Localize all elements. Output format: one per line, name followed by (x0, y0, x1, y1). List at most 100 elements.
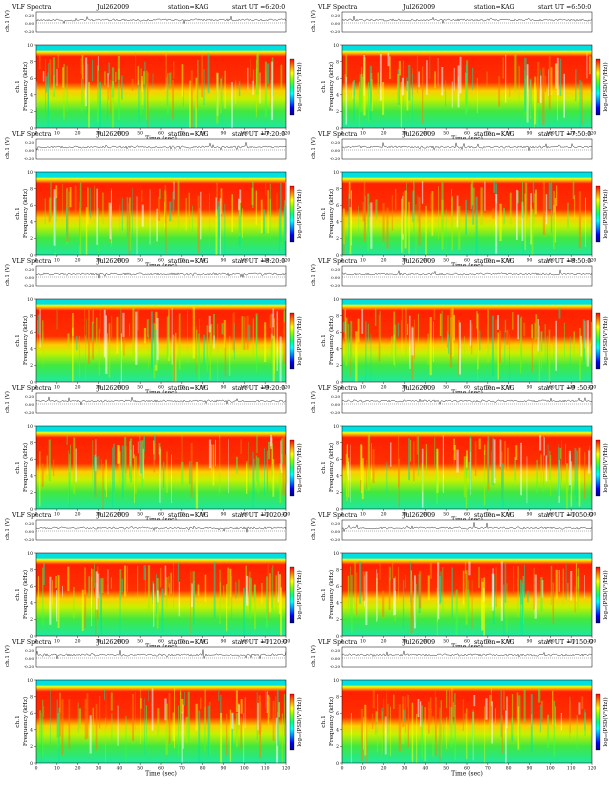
ch-axis-label: ch.1 (V) (4, 645, 11, 667)
spectrogram-streak (229, 336, 231, 376)
spectrogram-streak (348, 457, 350, 498)
time-tick-label: 30 (402, 385, 408, 391)
ch-tick-label: 0.20 (331, 394, 340, 399)
spectrogram-streak (509, 192, 512, 225)
spectrogram-streak (469, 320, 472, 346)
spectrogram-streak (411, 702, 414, 763)
spectrogram-streak (552, 690, 554, 725)
spectrogram-streak (527, 590, 529, 603)
freq-tick-label: 6 (336, 711, 339, 717)
spectrogram-streak (103, 309, 106, 358)
spectrogram-streak (436, 448, 439, 493)
panel-title: VLF Spectra (317, 385, 358, 392)
freq-tick-label: 0 (30, 761, 33, 767)
spectrogram-streak (466, 60, 469, 112)
spectrogram-streak (393, 334, 395, 366)
spectrogram-streak (269, 198, 271, 218)
spectrogram-streak (559, 58, 562, 97)
spectrogram-streak (584, 575, 585, 598)
spectrogram-streak (360, 708, 364, 761)
spectrogram-streak (243, 587, 245, 636)
freq-tick-label: 2 (30, 109, 33, 115)
spectrogram-streak (500, 561, 503, 621)
waveform-frame (341, 11, 593, 33)
freq-axis-label: Frequency (kHz) (328, 443, 335, 492)
spectrogram-streak (105, 717, 106, 763)
spectrogram-streak (218, 690, 220, 701)
spectrogram-streak (440, 571, 442, 603)
spectrogram-streak (261, 583, 263, 604)
spectrogram-streak (231, 82, 233, 128)
colorbar-label: log₁₀(PSD(V²/Hz)) (602, 62, 609, 111)
colorbar-label: log₁₀(PSD(V²/Hz)) (296, 62, 303, 111)
spectrogram-streak (344, 74, 346, 93)
time-tick-label: 110 (261, 639, 270, 645)
freq-axis-channel-label: ch.1 (321, 461, 327, 474)
time-tick-label: 40 (116, 639, 122, 645)
spectrogram-streak (453, 315, 455, 341)
spectrogram-streak (271, 567, 273, 608)
panel-title: VLF Spectra (317, 639, 358, 646)
spectrogram-streak (209, 193, 210, 248)
spectrogram-streak (550, 67, 553, 95)
time-tick-label: 50 (443, 512, 449, 518)
spectrogram-streak (555, 320, 557, 371)
spectrogram-streak (402, 191, 404, 235)
spectrogram-streak (554, 198, 556, 243)
spectrogram-streak (417, 195, 419, 222)
time-tick-label: 60 (464, 131, 470, 137)
time-tick-label: 20 (75, 131, 81, 137)
spectrogram-streak (140, 68, 142, 114)
spectrogram-streak (135, 692, 136, 731)
spectrogram-streak (416, 55, 418, 93)
colorbar-label: log₁₀(PSD(V²/Hz)) (602, 443, 609, 492)
spectrogram-streak (426, 60, 428, 95)
time-tick-label: 70 (485, 639, 491, 645)
spectrogram-streak (493, 439, 496, 484)
spectrogram-image (36, 172, 286, 255)
spectrogram-streak (361, 308, 364, 334)
freq-tick-label: 10 (333, 424, 339, 430)
freq-tick-label: 0 (30, 126, 33, 132)
spectrogram-streak (504, 562, 507, 603)
spectrogram-streak (398, 566, 399, 602)
time-tick-label: 70 (485, 385, 491, 391)
time-tick-label: 90 (221, 258, 227, 264)
spectrogram-streak (235, 80, 237, 104)
spectrogram-streak (362, 571, 365, 601)
spectrogram-streak (433, 308, 436, 320)
spectrogram-streak (569, 696, 571, 739)
freq-tick-label: 8 (336, 313, 339, 319)
spectrogram-streak (400, 81, 402, 128)
time-tick-label: 50 (443, 385, 449, 391)
spectrogram-streak (266, 450, 268, 491)
freq-tick-label: 4 (336, 93, 339, 99)
spectrogram-streak (365, 321, 367, 381)
spectrogram-streak (398, 434, 399, 488)
spectrogram-streak (81, 589, 84, 631)
time-tick-label: 0 (341, 639, 344, 645)
spectrogram-streak (213, 561, 216, 619)
spectrogram-streak (74, 185, 77, 212)
time-tick-label: 0 (35, 131, 38, 137)
waveform-frame (35, 138, 287, 160)
spectrogram-streak (404, 190, 407, 249)
spectrogram-streak (253, 584, 255, 601)
spectrogram-streak (62, 67, 64, 88)
spectrogram-streak (120, 307, 122, 365)
time-tick-label: 30 (402, 258, 408, 264)
spectrogram-streak (349, 207, 352, 255)
ch-tick-label: -0.20 (24, 664, 35, 669)
spectrogram-streak (246, 460, 248, 494)
spectrogram-streak (537, 61, 540, 104)
time-tick-label: 60 (158, 131, 164, 137)
spectrogram-streak (270, 437, 273, 449)
spectrogram-streak (456, 449, 459, 473)
vlf-panel-5: VLF Spectra Jul262009 station=KAG start UT … (4, 258, 303, 397)
freq-tick-label: 10 (27, 297, 33, 303)
spectrogram-streak (198, 333, 200, 381)
time-tick-label: 10 (54, 512, 60, 518)
freq-tick-label: 8 (336, 567, 339, 573)
spectrogram-streak (116, 316, 119, 354)
